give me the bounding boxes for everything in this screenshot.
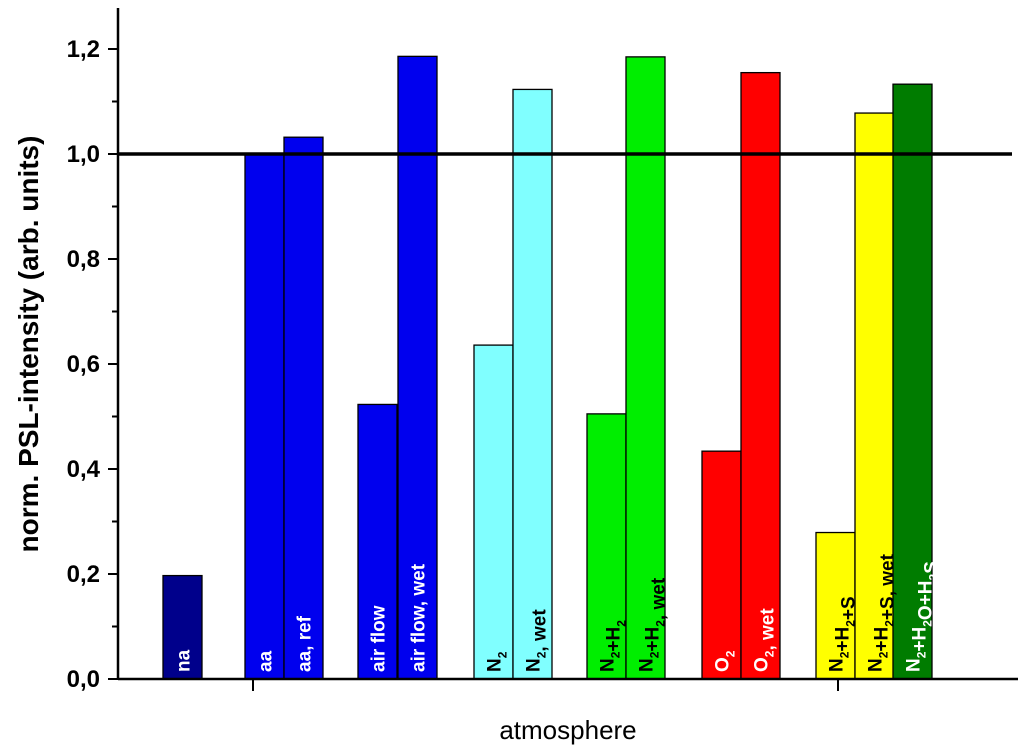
bar	[701, 450, 742, 680]
bar	[473, 344, 514, 680]
y-tick-label: 1,0	[67, 141, 100, 168]
bar-label: N2, wet	[524, 609, 551, 672]
bar-label: air flow	[369, 605, 390, 672]
bar-label: air flow, wet	[409, 563, 430, 672]
bar	[892, 83, 933, 680]
bar-label: O2	[713, 650, 738, 672]
bar-label: N2+H2+S, wet	[866, 553, 899, 672]
bar-label: na	[174, 649, 195, 672]
bar	[244, 153, 285, 680]
bar	[815, 531, 856, 680]
y-tick-label: 0,8	[67, 246, 100, 273]
bar	[740, 71, 781, 680]
bar-labels: na aa aa, ref air flow air flow, wet N2 N2, we…	[174, 553, 943, 672]
bar	[162, 574, 203, 680]
bar-label: N2+H2	[598, 620, 629, 672]
bar-label: aa, ref	[295, 615, 316, 672]
y-tick-label: 0,6	[67, 351, 100, 378]
bar-label: O2, wet	[752, 608, 779, 672]
bar-label: N2+H2O+H2S	[904, 561, 943, 672]
y-tick-label: 0,0	[67, 666, 100, 693]
bar	[397, 55, 438, 680]
axes	[116, 8, 1018, 681]
y-ticks: 0,0 0,2 0,4 0,6 0,8 1,0 1,2	[67, 36, 839, 693]
y-tick-label: 0,2	[67, 561, 100, 588]
x-axis-title: atmosphere	[499, 715, 636, 745]
bar	[357, 403, 398, 680]
y-axis-title: norm. PSL-intensity (arb. units)	[13, 136, 44, 553]
bar-label: aa	[256, 650, 277, 672]
bars	[162, 55, 933, 680]
bar-label: N2+H2+S	[827, 596, 860, 672]
bar-label: N2	[485, 651, 510, 672]
bar-label: N2+H2, wet	[637, 577, 670, 672]
bar	[283, 136, 324, 680]
y-tick-label: 1,2	[67, 36, 100, 63]
y-tick-label: 0,4	[67, 456, 101, 483]
bar	[512, 88, 553, 680]
